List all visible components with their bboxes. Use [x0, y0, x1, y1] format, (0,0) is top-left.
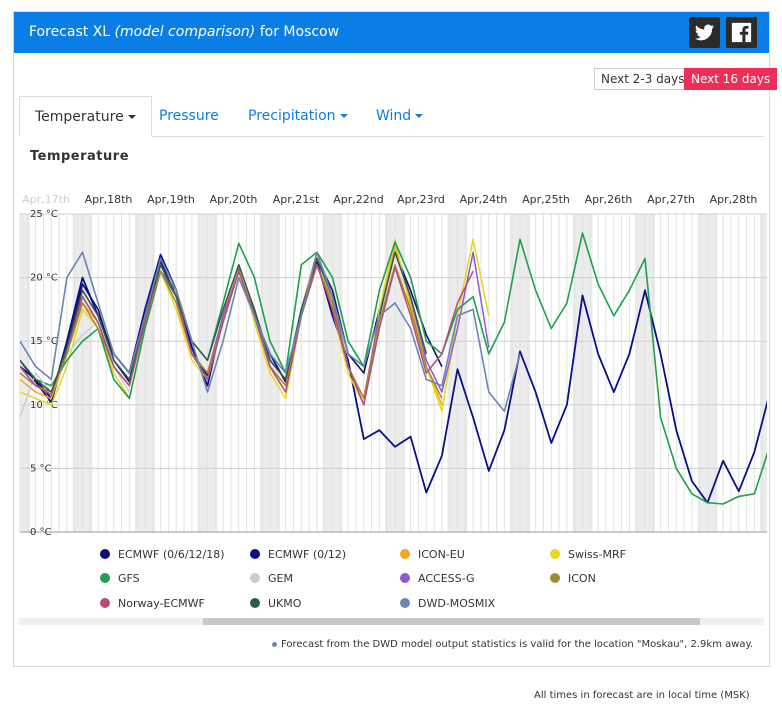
page-title: Forecast XL (model comparison) for Mosco…	[29, 24, 339, 40]
legend-marker	[100, 573, 110, 583]
x-tick-label: Apr,28th	[710, 193, 758, 206]
x-tick-label: Apr,25th	[522, 193, 570, 206]
y-tick-label: 0 °C	[30, 527, 52, 538]
legend-marker	[400, 573, 410, 583]
legend-label: ECMWF (0/6/12/18)	[118, 548, 225, 561]
tab-temperature[interactable]: Temperature	[19, 96, 152, 137]
legend-marker	[250, 573, 260, 583]
dwd-note-text: Forecast from the DWD model output stati…	[281, 639, 754, 650]
timezone-footer: All times in forecast are in local time …	[534, 690, 750, 701]
tab-precipitation-label: Precipitation	[248, 108, 336, 124]
legend-label: Norway-ECMWF	[118, 597, 205, 610]
series-line	[20, 251, 521, 413]
legend-marker	[250, 549, 260, 559]
title-forecast-xl: Forecast XL	[29, 24, 111, 40]
legend-marker	[400, 549, 410, 559]
series-line	[20, 264, 474, 406]
night-band	[760, 214, 767, 532]
scrollbar-thumb[interactable]	[203, 618, 700, 625]
chart-title: Temperature	[30, 149, 130, 164]
y-tick-label: 15 °C	[30, 336, 58, 347]
series-line	[20, 232, 767, 505]
legend-marker	[100, 549, 110, 559]
title-model-comparison: (model comparison)	[114, 24, 256, 40]
legend-marker	[550, 573, 560, 583]
next-16-days-button[interactable]: Next 16 days	[684, 68, 778, 90]
twitter-icon	[694, 24, 715, 41]
legend-marker	[100, 598, 110, 608]
tab-wind[interactable]: Wind	[376, 96, 424, 137]
y-tick-label: 20 °C	[30, 273, 58, 284]
legend-label: Swiss-MRF	[568, 548, 626, 561]
legend-marker	[550, 549, 560, 559]
x-tick-label: Apr,24th	[460, 193, 508, 206]
series-line	[20, 253, 767, 504]
legend-marker	[400, 598, 410, 608]
x-tick-label: Apr,17th	[22, 193, 70, 206]
twitter-share-button[interactable]	[689, 17, 720, 48]
legend-marker	[250, 598, 260, 608]
tab-precipitation[interactable]: Precipitation	[248, 96, 348, 137]
y-tick-label: 5 °C	[30, 463, 52, 474]
tab-pressure[interactable]: Pressure	[159, 96, 219, 137]
x-tick-label: Apr,22nd	[333, 193, 383, 206]
legend-label: DWD-MOSMIX	[418, 597, 496, 610]
title-location: for Moscow	[259, 24, 340, 40]
bullet-dot-icon	[272, 641, 277, 647]
y-tick-label: 25 °C	[30, 209, 58, 220]
chevron-down-icon	[415, 114, 424, 118]
header-bar: Forecast XL (model comparison) for Mosco…	[14, 12, 769, 53]
dwd-note: Forecast from the DWD model output stati…	[272, 639, 753, 650]
x-tick-label: Apr,27th	[647, 193, 695, 206]
chart-scrollbar[interactable]	[19, 618, 764, 625]
legend-label: GFS	[118, 572, 140, 585]
legend-label: UKMO	[268, 597, 302, 610]
legend-label: ICON-EU	[418, 548, 465, 561]
x-tick-label: Apr,19th	[147, 193, 195, 206]
next-2-3-days-button[interactable]: Next 2-3 days	[594, 68, 692, 90]
tab-pressure-label: Pressure	[159, 108, 219, 124]
x-tick-label: Apr,26th	[585, 193, 633, 206]
x-tick-label: Apr,23rd	[397, 193, 445, 206]
x-tick-label: Apr,20th	[210, 193, 258, 206]
legend-label: ECMWF (0/12)	[268, 548, 346, 561]
chevron-down-icon	[127, 115, 136, 119]
x-tick-label: Apr,18th	[85, 193, 133, 206]
chevron-down-icon	[339, 114, 348, 118]
tab-bar: Temperature Pressure Precipitation Wind	[19, 96, 764, 137]
legend-label: ACCESS-G	[418, 572, 475, 585]
y-tick-label: 10 °C	[30, 400, 58, 411]
legend-label: GEM	[268, 572, 293, 585]
x-tick-label: Apr,21st	[273, 193, 320, 206]
facebook-share-button[interactable]	[726, 17, 757, 48]
facebook-icon	[731, 22, 752, 43]
tab-wind-label: Wind	[376, 108, 412, 124]
tab-temperature-label: Temperature	[35, 109, 124, 125]
legend-label: ICON	[568, 572, 596, 585]
